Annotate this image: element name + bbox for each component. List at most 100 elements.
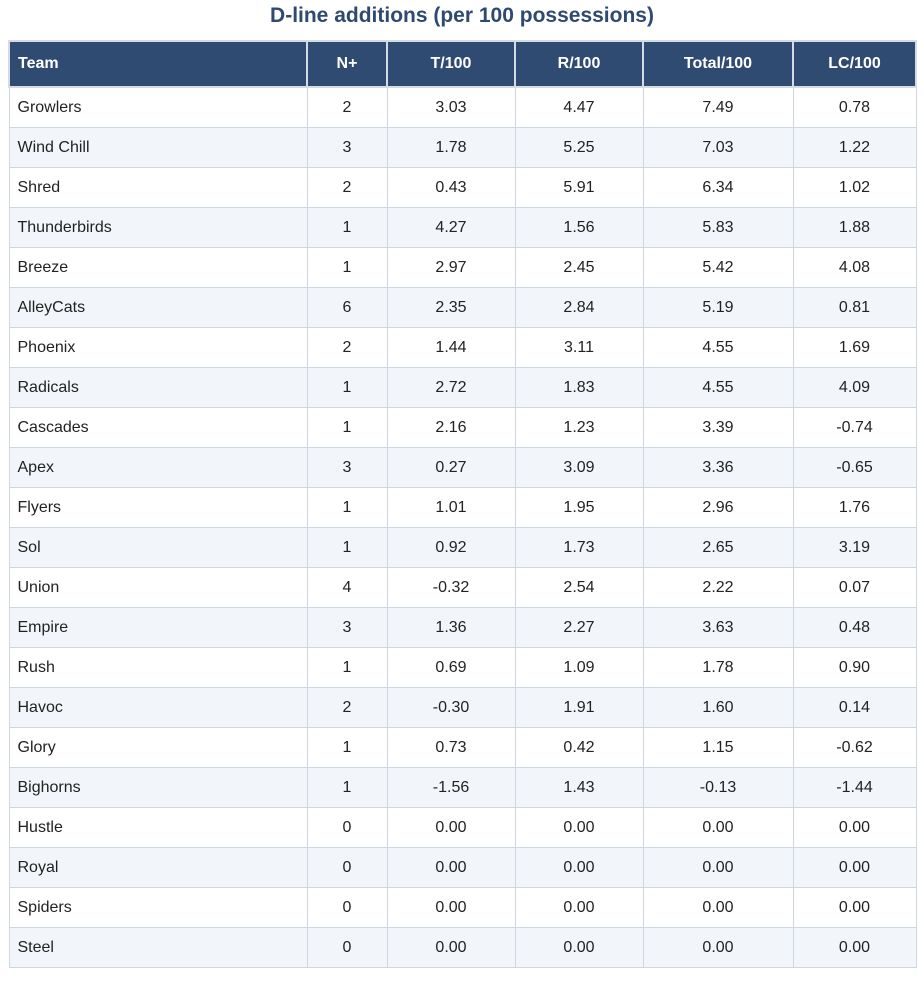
team-name-cell: Havoc [8,687,308,728]
table-row: Flyers 1 1.01 1.95 2.96 1.76 [8,487,917,528]
value-cell: 4 [306,567,388,608]
value-cell: 5.42 [642,247,794,288]
value-cell: 7.03 [642,127,794,168]
column-header-2: T/100 [386,40,516,88]
value-cell: 1.76 [792,487,917,528]
value-cell: 0.42 [514,727,644,768]
team-name-cell: Glory [8,727,308,768]
value-cell: 2.97 [386,247,516,288]
column-header-0: Team [8,40,308,88]
value-cell: 2 [306,86,388,128]
value-cell: 0.00 [642,887,794,928]
value-cell: 0 [306,887,388,928]
value-cell: 0.14 [792,687,917,728]
value-cell: 0.43 [386,167,516,208]
value-cell: 0.00 [514,807,644,848]
table-row: Thunderbirds 1 4.27 1.56 5.83 1.88 [8,207,917,248]
value-cell: 1.88 [792,207,917,248]
table-row: Spiders 0 0.00 0.00 0.00 0.00 [8,887,917,928]
value-cell: 0.00 [642,847,794,888]
value-cell: 1.23 [514,407,644,448]
column-header-5: LC/100 [792,40,917,88]
value-cell: 1.44 [386,327,516,368]
value-cell: 1.02 [792,167,917,208]
value-cell: 1.73 [514,527,644,568]
value-cell: 1.56 [514,207,644,248]
column-header-3: R/100 [514,40,644,88]
value-cell: 5.25 [514,127,644,168]
team-name-cell: Sol [8,527,308,568]
value-cell: 2.16 [386,407,516,448]
value-cell: 1.69 [792,327,917,368]
value-cell: -0.30 [386,687,516,728]
value-cell: 2.22 [642,567,794,608]
team-name-cell: Bighorns [8,767,308,808]
team-name-cell: Thunderbirds [8,207,308,248]
value-cell: 2 [306,687,388,728]
table-row: Apex 3 0.27 3.09 3.36 -0.65 [8,447,917,488]
value-cell: 0.00 [514,887,644,928]
team-name-cell: Breeze [8,247,308,288]
table-row: Breeze 1 2.97 2.45 5.42 4.08 [8,247,917,288]
table-row: Growlers 2 3.03 4.47 7.49 0.78 [8,86,917,128]
value-cell: 0.00 [514,847,644,888]
value-cell: 1 [306,727,388,768]
table-row: Phoenix 2 1.44 3.11 4.55 1.69 [8,327,917,368]
value-cell: -0.62 [792,727,917,768]
value-cell: 0.73 [386,727,516,768]
value-cell: 0.48 [792,607,917,648]
value-cell: 2 [306,327,388,368]
team-name-cell: Rush [8,647,308,688]
team-name-cell: Shred [8,167,308,208]
value-cell: 1 [306,367,388,408]
value-cell: 2.96 [642,487,794,528]
value-cell: 0 [306,927,388,968]
value-cell: 1.91 [514,687,644,728]
value-cell: 2.84 [514,287,644,328]
value-cell: -1.56 [386,767,516,808]
value-cell: 0.00 [792,847,917,888]
team-name-cell: Phoenix [8,327,308,368]
value-cell: 0.78 [792,86,917,128]
value-cell: 0.00 [386,807,516,848]
table-body: Growlers 2 3.03 4.47 7.49 0.78 Wind Chill 3 1.78… [8,86,917,968]
table-row: Bighorns 1 -1.56 1.43 -0.13 -1.44 [8,767,917,808]
value-cell: 1 [306,407,388,448]
value-cell: -1.44 [792,767,917,808]
team-name-cell: Union [8,567,308,608]
table-row: Shred 2 0.43 5.91 6.34 1.02 [8,167,917,208]
value-cell: 0.00 [386,927,516,968]
value-cell: 1.95 [514,487,644,528]
value-cell: 2.54 [514,567,644,608]
value-cell: 7.49 [642,86,794,128]
value-cell: 1.43 [514,767,644,808]
team-name-cell: Radicals [8,367,308,408]
value-cell: 0.69 [386,647,516,688]
table-header-row: Team N+ T/100 R/100 Total/100 LC/100 [8,40,917,88]
value-cell: -0.13 [642,767,794,808]
team-name-cell: Flyers [8,487,308,528]
value-cell: -0.65 [792,447,917,488]
team-name-cell: Royal [8,847,308,888]
value-cell: 4.09 [792,367,917,408]
value-cell: 2 [306,167,388,208]
value-cell: 0 [306,807,388,848]
value-cell: 1.36 [386,607,516,648]
table-row: Cascades 1 2.16 1.23 3.39 -0.74 [8,407,917,448]
value-cell: 4.08 [792,247,917,288]
table-row: Rush 1 0.69 1.09 1.78 0.90 [8,647,917,688]
value-cell: 0.00 [514,927,644,968]
value-cell: -0.32 [386,567,516,608]
value-cell: 4.27 [386,207,516,248]
value-cell: 5.83 [642,207,794,248]
value-cell: 1 [306,527,388,568]
table-row: Glory 1 0.73 0.42 1.15 -0.62 [8,727,917,768]
value-cell: 6 [306,287,388,328]
table-row: Royal 0 0.00 0.00 0.00 0.00 [8,847,917,888]
value-cell: 2.72 [386,367,516,408]
table-row: Havoc 2 -0.30 1.91 1.60 0.14 [8,687,917,728]
value-cell: 0.27 [386,447,516,488]
value-cell: 0.92 [386,527,516,568]
value-cell: 0.00 [642,807,794,848]
